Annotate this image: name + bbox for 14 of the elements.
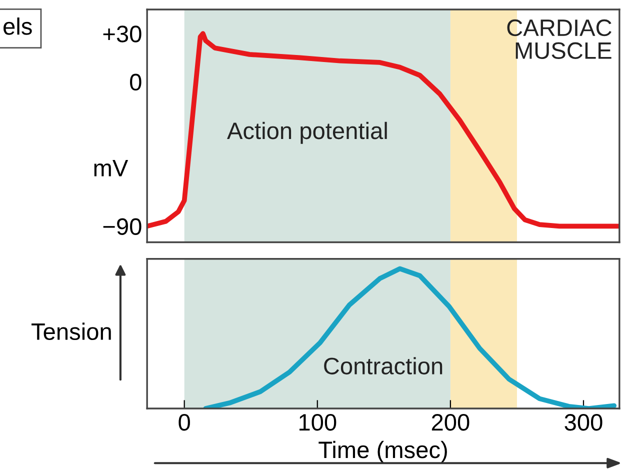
y-tick-label: +30: [103, 26, 142, 42]
annotation: CARDIAC MUSCLE: [507, 19, 612, 60]
x-axis-title: Time (msec): [318, 440, 447, 463]
x-tick-label: 100: [300, 414, 336, 431]
annotation: Contraction: [324, 357, 442, 374]
text: els: [4, 17, 32, 35]
x-tick-label: 0: [178, 414, 190, 431]
x-tick-label: 200: [432, 414, 470, 431]
x-tick-label: 300: [564, 414, 602, 431]
y-tick-label: 0: [130, 74, 142, 91]
y-tick-label: −90: [103, 218, 142, 235]
y-axis-title: Tension: [32, 322, 111, 340]
y-axis-title: mV: [94, 160, 128, 176]
annotation: Action potential: [227, 122, 387, 144]
